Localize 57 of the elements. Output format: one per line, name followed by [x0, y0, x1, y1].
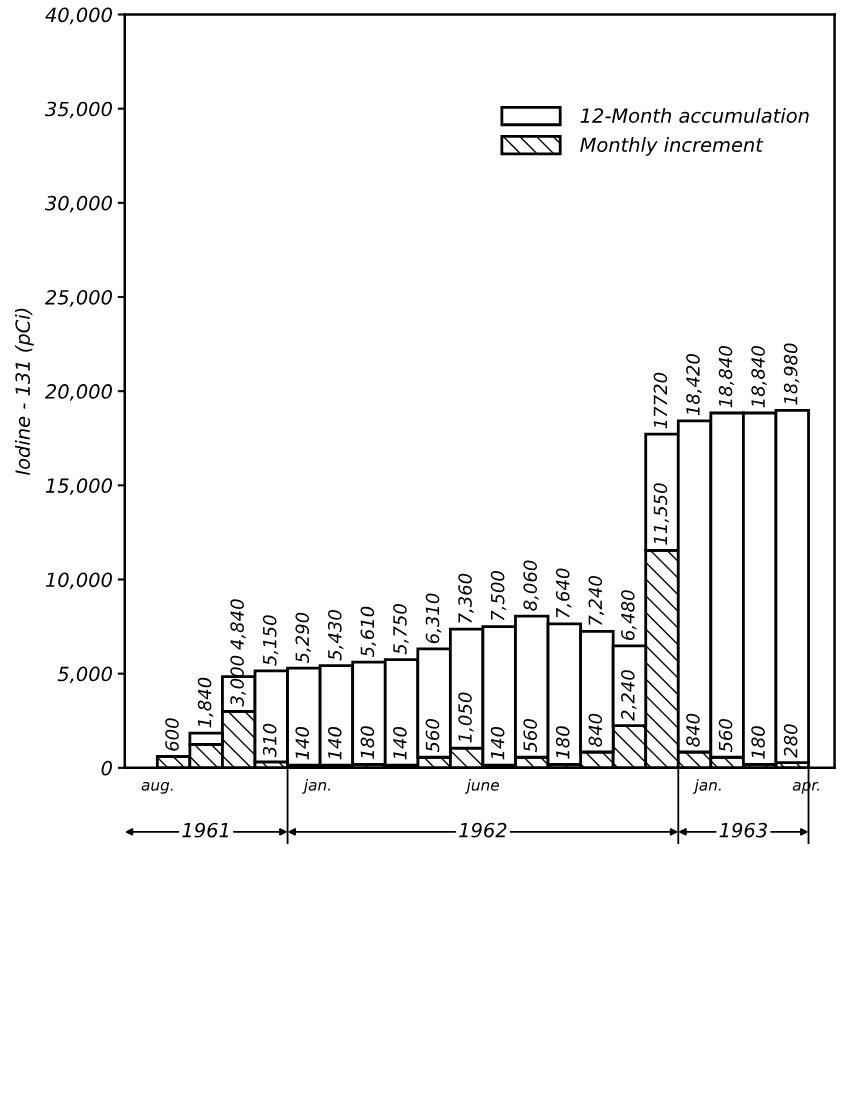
y-tick-label: 20,000 — [45, 384, 112, 401]
data-label: 3,000 — [230, 655, 246, 707]
data-label: 140 — [490, 726, 505, 760]
total-label: 17720 — [653, 372, 668, 429]
data-label: 840 — [588, 713, 603, 747]
data-label: 560 — [523, 719, 537, 753]
data-label: 140 — [327, 726, 342, 760]
y-axis-title: Iodine - 131 (pCi) — [14, 308, 34, 476]
text: 1963 — [719, 822, 767, 838]
total-label: 18,840 — [718, 346, 735, 408]
y-tick-label: 10,000 — [45, 572, 112, 590]
data-label: 180 — [751, 726, 765, 759]
y-tick-label: 35,000 — [44, 101, 112, 119]
total-label: 1,840 — [197, 677, 214, 728]
x-tick-label: aug. — [141, 781, 173, 794]
total-label: 18,980 — [783, 343, 800, 405]
data-label: 280 — [783, 724, 798, 758]
total-label: 6,480 — [621, 590, 637, 640]
x-tick-label: jan. — [692, 778, 721, 794]
total-label: 18,840 — [751, 346, 767, 408]
total-label: 18,420 — [686, 353, 702, 416]
data-label: 140 — [295, 726, 310, 760]
total-label: 5,430 — [327, 610, 344, 661]
y-tick-label: 15,000 — [45, 478, 112, 495]
y-tick-label: 5,000 — [57, 666, 112, 684]
legend-label: 12-Month accumulation — [580, 107, 809, 123]
x-tick-label: jan. — [302, 778, 330, 794]
text: 1962 — [459, 822, 507, 838]
total-label: 5,610 — [360, 606, 377, 658]
data-label: 560 — [425, 719, 440, 753]
y-tick-label: 25,000 — [45, 289, 112, 307]
total-label: 5,750 — [393, 604, 409, 655]
total-label: 600 — [165, 718, 179, 751]
text: 1961 — [182, 822, 228, 838]
total-label: 6,310 — [425, 593, 442, 644]
data-label: 180 — [360, 726, 375, 759]
legend-label: Monthly increment — [580, 137, 764, 156]
total-label: 8,060 — [523, 560, 539, 611]
data-label: 1,050 — [458, 692, 474, 743]
data-label: 180 — [555, 726, 570, 759]
total-label: 7,500 — [490, 571, 507, 621]
y-tick-label: 0 — [101, 760, 112, 776]
total-label: 7,360 — [458, 573, 474, 623]
total-label: 7,640 — [555, 568, 572, 618]
total-label: 5,150 — [262, 615, 279, 666]
total-label: 4,840 — [230, 599, 246, 650]
data-label: 140 — [393, 726, 407, 760]
data-label: 11,550 — [653, 483, 670, 545]
total-label: 5,290 — [295, 612, 311, 664]
y-tick-label: 40,000 — [45, 7, 112, 25]
data-label: 840 — [686, 713, 700, 747]
y-tick-label: 30,000 — [44, 195, 112, 213]
data-label: 2,240 — [621, 670, 637, 721]
data-label: 560 — [718, 719, 733, 753]
total-label: 7,240 — [588, 575, 604, 626]
x-tick-label: june — [464, 778, 499, 794]
data-label: 310 — [262, 723, 277, 758]
